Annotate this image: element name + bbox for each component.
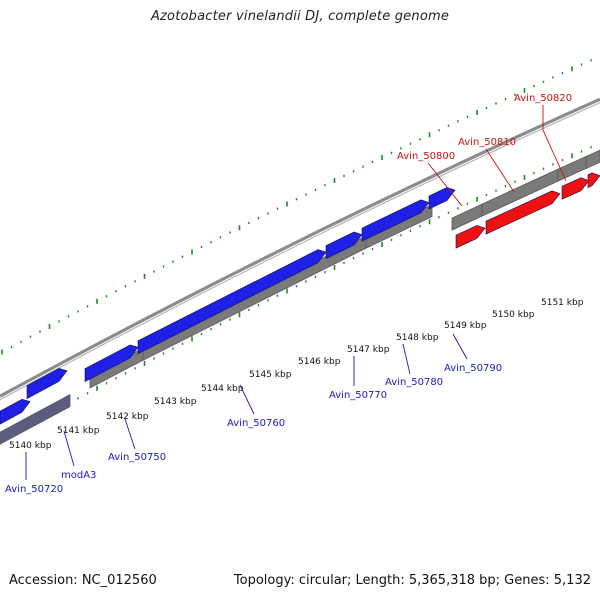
leader-line bbox=[485, 148, 515, 193]
scale-label: 5149 kbp bbox=[444, 321, 487, 331]
cds-arrow[interactable] bbox=[325, 231, 363, 260]
scale-label: 5142 kbp bbox=[106, 412, 149, 422]
gene-bars bbox=[0, 149, 600, 445]
inner-tick-track bbox=[1, 146, 592, 442]
leader-line bbox=[427, 162, 463, 207]
leader-line bbox=[63, 430, 75, 467]
scale-label: 5141 kbp bbox=[57, 426, 100, 436]
gene-label[interactable]: Avin_50750 bbox=[108, 452, 166, 463]
scale-label: 5148 kbp bbox=[396, 333, 439, 343]
gene-label[interactable]: modA3 bbox=[61, 470, 96, 481]
cds-arrow[interactable] bbox=[428, 187, 456, 210]
scale-label: 5151 kbp bbox=[541, 298, 584, 308]
leader-line bbox=[402, 343, 411, 375]
gene-label[interactable]: Avin_50760 bbox=[227, 418, 285, 429]
leader-line bbox=[239, 384, 255, 415]
gene-labels[interactable]: Avin_50720 modA3 Avin_50750 Avin_50760 Avin_… bbox=[5, 93, 572, 495]
accession-text: Accession: NC_012560 bbox=[9, 573, 157, 588]
cds-arrow-highlighted[interactable] bbox=[485, 190, 561, 235]
leader-line bbox=[124, 418, 136, 450]
leader-line bbox=[452, 333, 468, 360]
scale-label: 5140 kbp bbox=[9, 441, 52, 451]
gene-label[interactable]: Avin_50810 bbox=[458, 137, 516, 148]
outer-tick-track bbox=[1, 59, 592, 355]
cds-arrow-highlighted[interactable] bbox=[587, 172, 600, 189]
scale-label: 5145 kbp bbox=[249, 370, 292, 380]
cds-arrow-highlighted[interactable] bbox=[455, 225, 486, 249]
cds-arrow[interactable] bbox=[84, 344, 139, 383]
scale-labels: 5140 kbp 5141 kbp 5142 kbp 5143 kbp 5144 kbp… bbox=[9, 298, 584, 451]
gene-label[interactable]: Avin_50770 bbox=[329, 390, 387, 401]
cds-arrow[interactable] bbox=[0, 398, 31, 425]
leader-line bbox=[542, 105, 567, 182]
gene-label[interactable]: Avin_50720 bbox=[5, 484, 63, 495]
cds-arrow[interactable] bbox=[137, 249, 327, 355]
genome-title: Azotobacter vinelandii DJ, complete geno… bbox=[150, 9, 450, 24]
cds-arrow[interactable] bbox=[361, 199, 430, 242]
label-leaders bbox=[25, 105, 567, 480]
scale-label: 5146 kbp bbox=[298, 357, 341, 367]
gene-label[interactable]: Avin_50820 bbox=[514, 93, 572, 104]
scale-label: 5143 kbp bbox=[154, 397, 197, 407]
gene-label[interactable]: Avin_50790 bbox=[444, 363, 502, 374]
gene-bar bbox=[585, 149, 600, 170]
scale-label: 5144 kbp bbox=[201, 384, 244, 394]
scale-label: 5147 kbp bbox=[347, 345, 390, 355]
cds-arrow[interactable] bbox=[26, 368, 68, 400]
topology-text: Topology: circular; Length: 5,365,318 bp… bbox=[233, 573, 591, 588]
gene-bar bbox=[0, 393, 71, 445]
genome-backbone bbox=[0, 97, 600, 401]
gene-label[interactable]: Avin_50800 bbox=[397, 151, 455, 162]
backbone-inner-line bbox=[0, 102, 600, 401]
scale-label: 5150 kbp bbox=[492, 310, 535, 320]
gene-label[interactable]: Avin_50780 bbox=[385, 377, 443, 388]
cds-arrow-highlighted[interactable] bbox=[561, 177, 590, 200]
cds-arrows[interactable] bbox=[0, 172, 600, 425]
backbone-outer-line bbox=[0, 97, 600, 398]
